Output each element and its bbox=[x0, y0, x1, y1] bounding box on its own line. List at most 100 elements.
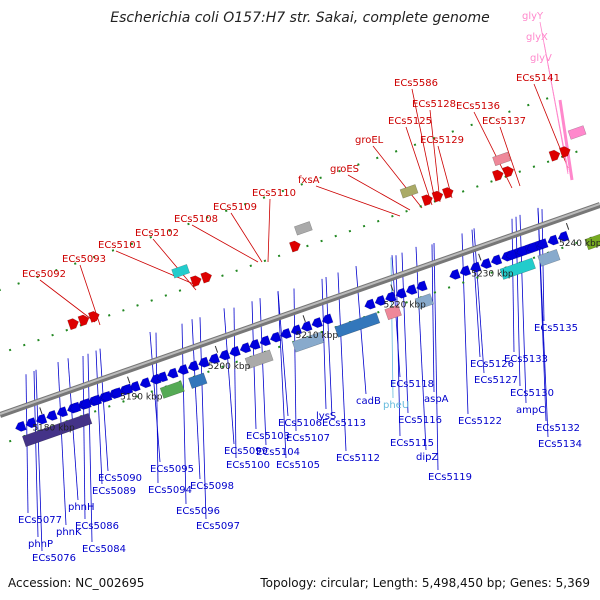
gene-label: ECs5586 bbox=[394, 78, 438, 89]
reverse-gene-arrow bbox=[218, 349, 231, 361]
reverse-gene-arrow bbox=[449, 268, 461, 280]
topology-text: Topology: circular; Length: 5,498,450 bp… bbox=[260, 576, 590, 590]
reverse-gene-arrow-shape bbox=[239, 342, 252, 354]
leader-line bbox=[405, 126, 433, 206]
reverse-gene-arrow-shape bbox=[505, 249, 518, 260]
reverse-gene-arrow-shape bbox=[208, 353, 221, 364]
gene-label: ECs5095 bbox=[150, 464, 194, 475]
leader-line bbox=[372, 145, 423, 209]
reverse-gene-arrow bbox=[121, 383, 134, 395]
reverse-gene-arrow bbox=[547, 234, 559, 246]
forward-feature-box-shape bbox=[567, 125, 587, 140]
gene-label: ECs5101 bbox=[98, 240, 142, 251]
gene-label: phnH bbox=[68, 502, 95, 513]
reverse-gene-arrow bbox=[301, 320, 313, 332]
forward-gene-arrow-shape bbox=[77, 314, 90, 327]
reverse-feature-box bbox=[188, 372, 208, 389]
reverse-gene-arrow-shape bbox=[129, 380, 141, 392]
reverse-gene-arrow-shape bbox=[46, 409, 58, 421]
map-title: Escherichia coli O157:H7 str. Sakai, com… bbox=[110, 10, 490, 26]
reverse-gene-arrow bbox=[537, 238, 549, 250]
leader-line bbox=[82, 355, 86, 520]
leader-line bbox=[461, 233, 469, 415]
reverse-gene-arrow-shape bbox=[177, 363, 189, 375]
reverse-feature-box-shape bbox=[159, 380, 185, 399]
reverse-gene-arrow-shape bbox=[111, 387, 123, 399]
reverse-gene-arrow-shape bbox=[25, 417, 38, 429]
reverse-gene-arrow-shape bbox=[198, 356, 210, 368]
reverse-gene-arrow bbox=[505, 249, 518, 260]
reverse-gene-arrow-shape bbox=[156, 371, 169, 383]
forward-gene-arrow bbox=[491, 169, 504, 182]
gene-label: pheU bbox=[383, 400, 409, 411]
reverse-gene-arrow bbox=[25, 417, 38, 429]
scale-tick bbox=[302, 315, 306, 323]
reverse-gene-arrow-shape bbox=[526, 241, 539, 253]
leader-line bbox=[57, 362, 67, 526]
reverse-feature-box bbox=[291, 331, 325, 353]
reverse-gene-arrow bbox=[35, 413, 48, 425]
gene-label: ECs5098 bbox=[190, 481, 234, 492]
forward-gene-arrow bbox=[189, 275, 202, 288]
leader-line bbox=[115, 250, 197, 286]
leader-line bbox=[401, 252, 409, 414]
feature-labels: 5180 kbp 5190 kbp 5200 kbp 5210 kbp 5220 kbp… bbox=[18, 11, 600, 564]
leader-line bbox=[95, 350, 103, 485]
reverse-feature-box bbox=[499, 257, 536, 280]
gene-label: ECs5133 bbox=[504, 354, 548, 365]
reverse-feature-box-shape bbox=[537, 249, 561, 267]
reverse-gene-arrow bbox=[259, 335, 272, 347]
reverse-feature-box-shape bbox=[291, 331, 325, 353]
reverse-gene-arrow bbox=[167, 367, 179, 379]
forward-feature-box bbox=[399, 184, 419, 199]
feature-tracks bbox=[15, 125, 600, 448]
forward-gene-arrow-shape bbox=[289, 240, 301, 253]
reverse-gene-arrow bbox=[395, 287, 408, 299]
gene-label: ECs5135 bbox=[534, 323, 578, 334]
reverse-gene-arrow-shape bbox=[35, 413, 48, 425]
reverse-feature-box bbox=[334, 312, 381, 338]
tick-track-outer bbox=[0, 149, 582, 355]
gene-label: ECs5119 bbox=[428, 472, 472, 483]
reverse-gene-arrow-shape bbox=[416, 280, 428, 292]
gene-label: groES bbox=[330, 164, 359, 175]
gene-label: ECs5097 bbox=[196, 521, 240, 532]
forward-feature-box bbox=[294, 221, 313, 236]
reverse-gene-arrow bbox=[269, 331, 282, 343]
reverse-gene-arrow-shape bbox=[374, 294, 387, 306]
reverse-feature-box bbox=[21, 412, 93, 448]
reverse-gene-arrow bbox=[80, 398, 92, 409]
scale-tick-label: 5230 kbp bbox=[471, 270, 514, 280]
backbone-highlight bbox=[0, 203, 600, 415]
reverse-gene-arrow bbox=[405, 284, 418, 295]
forward-gene-arrow-shape bbox=[200, 271, 213, 284]
reverse-feature-box bbox=[584, 225, 600, 251]
gene-label: ECs5089 bbox=[92, 486, 136, 497]
gene-label: ECs5096 bbox=[176, 506, 220, 517]
forward-gene-arrow-shape bbox=[87, 311, 100, 323]
reverse-gene-arrow bbox=[46, 409, 58, 421]
reverse-gene-arrow-shape bbox=[537, 238, 549, 250]
reverse-gene-arrow bbox=[385, 291, 397, 303]
forward-gene-arrow-shape bbox=[441, 187, 454, 199]
reverse-gene-arrow-shape bbox=[311, 317, 324, 328]
scale-tick-label: 5220 kbp bbox=[383, 300, 426, 310]
reverse-feature-box-shape bbox=[244, 349, 274, 370]
gene-label: ECs5104 bbox=[256, 447, 300, 458]
gene-label: ECs5092 bbox=[22, 269, 66, 280]
reverse-gene-arrow bbox=[374, 294, 387, 306]
reverse-gene-arrow-shape bbox=[547, 234, 559, 246]
reverse-gene-arrow-shape bbox=[321, 313, 334, 325]
reverse-gene-arrow bbox=[56, 406, 69, 418]
gene-label: ECs5137 bbox=[482, 116, 526, 127]
leader-line bbox=[511, 218, 515, 353]
gene-label: glyX bbox=[526, 32, 548, 43]
reverse-gene-arrow-shape bbox=[269, 331, 282, 343]
reverse-gene-arrow bbox=[129, 380, 141, 392]
gene-label: ECs5102 bbox=[135, 228, 179, 239]
forward-feature-box-shape bbox=[399, 184, 419, 199]
forward-gene-arrow-shape bbox=[548, 149, 561, 162]
gene-label: ECs5090 bbox=[98, 473, 142, 484]
scale-tick bbox=[39, 407, 43, 415]
